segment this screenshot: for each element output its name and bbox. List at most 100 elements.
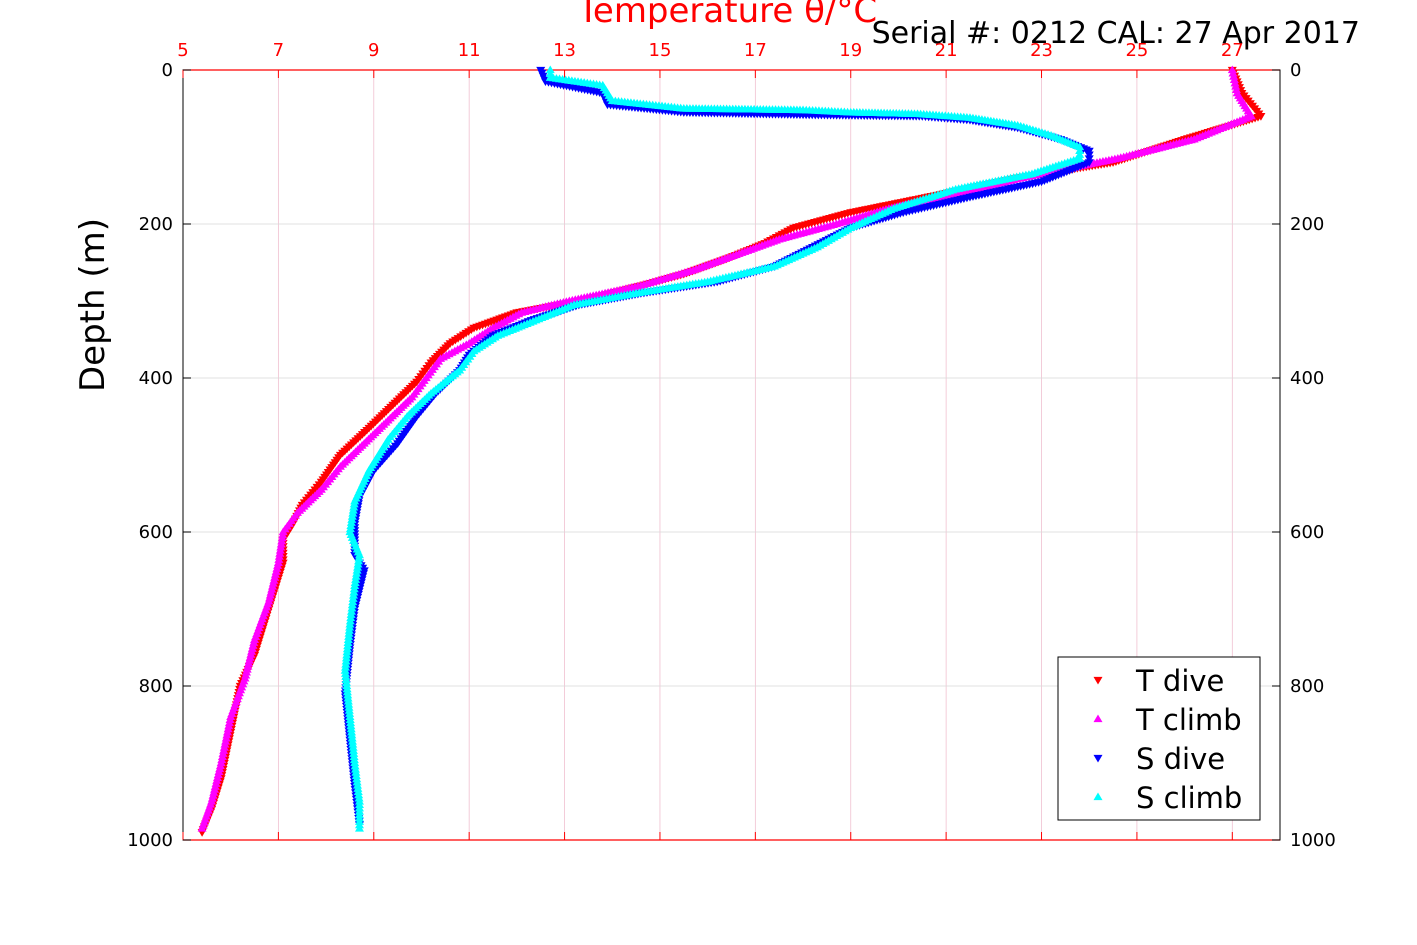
data-point (349, 584, 359, 593)
data-point (278, 530, 288, 539)
data-point (354, 823, 364, 832)
data-point (223, 727, 233, 736)
data-point (347, 512, 357, 520)
legend-label: S dive (1136, 742, 1225, 776)
data-point (350, 578, 360, 586)
data-point (347, 515, 357, 523)
x-tick-label: 21 (935, 40, 958, 61)
data-point (226, 712, 236, 720)
y-tick-label-left: 600 (139, 522, 173, 543)
data-point (349, 591, 359, 599)
legend-label: T dive (1135, 664, 1224, 698)
data-point (1075, 146, 1085, 154)
data-point (221, 736, 231, 745)
data-point (354, 553, 364, 562)
data-point (277, 536, 287, 545)
data-point (353, 562, 363, 571)
legend: T dive T climb S dive S climb (1057, 656, 1261, 821)
data-point (348, 509, 358, 517)
data-point (197, 823, 207, 832)
y-tick-label-left: 800 (139, 676, 173, 697)
legend-label: T climb (1135, 703, 1242, 737)
legend-marker (1093, 714, 1103, 723)
data-point (274, 555, 284, 563)
data-point (347, 600, 357, 609)
data-point (351, 575, 361, 583)
x-tick-label: 23 (1030, 40, 1053, 61)
data-point (545, 65, 555, 74)
data-point (219, 743, 229, 751)
data-point (352, 774, 362, 783)
data-point (353, 784, 363, 792)
data-point (224, 718, 234, 727)
y-tick-label-left: 0 (162, 60, 173, 81)
data-point (1084, 155, 1094, 164)
data-point (1231, 82, 1241, 90)
data-point (1084, 151, 1094, 160)
y-tick-label-right: 1000 (1290, 830, 1336, 851)
x-tick-label: 19 (839, 40, 862, 61)
y-tick-label-left: 1000 (127, 830, 173, 851)
data-point (220, 740, 230, 748)
data-point (224, 721, 234, 730)
data-point (352, 566, 362, 574)
x-tick-label: 13 (553, 40, 576, 61)
data-point (1075, 142, 1085, 151)
data-point (350, 764, 360, 773)
data-point (346, 521, 356, 529)
tick-labels: 5 7 9 11 13 15 17 19 21 23 25 27 0 0 200 200 400 400 600 60… (127, 40, 1336, 851)
data-point (352, 569, 362, 577)
data-point (219, 746, 229, 754)
data-point (225, 715, 235, 724)
legend-box (1057, 656, 1261, 821)
tick-marks (182, 69, 1280, 841)
data-point (352, 780, 362, 789)
x-tick-label: 11 (458, 40, 481, 61)
data-point (217, 755, 227, 764)
data-point (1229, 72, 1239, 80)
data-point (351, 768, 361, 776)
data-point (223, 724, 233, 733)
x-tick-label: 9 (368, 40, 379, 61)
data-point (351, 572, 361, 580)
y-axis-label: Depth (m) (73, 218, 113, 392)
data-point (350, 581, 360, 590)
chart-title: Serial #: 0212 CAL: 27 Apr 2017 (872, 16, 1360, 51)
data-point (1229, 75, 1239, 84)
data-point (345, 524, 355, 533)
data-point (354, 550, 364, 559)
data-point (347, 603, 357, 612)
data-point (348, 594, 358, 602)
data-point (1230, 78, 1240, 87)
data-point (348, 597, 358, 606)
x-tick-label: 7 (273, 40, 284, 61)
x-tick-label: 5 (177, 40, 188, 61)
data-point (277, 533, 287, 542)
data-point (221, 733, 231, 742)
data-point (274, 552, 284, 560)
series-layer (197, 65, 1266, 837)
data-point (217, 752, 227, 760)
y-tick-label-right: 400 (1290, 368, 1324, 389)
data-point (351, 771, 361, 779)
data-point (345, 616, 355, 625)
data-point (1228, 68, 1238, 77)
data-point (354, 556, 364, 565)
data-point (346, 613, 356, 622)
data-point (350, 758, 360, 767)
data-point (349, 499, 359, 508)
data-point (349, 587, 359, 596)
y-tick-label-right: 200 (1290, 214, 1324, 235)
legend-marker (1093, 792, 1103, 801)
data-point (354, 790, 364, 799)
data-point (1084, 147, 1094, 156)
data-point (1231, 85, 1241, 93)
data-point (353, 559, 363, 568)
data-point (348, 505, 358, 514)
x-axis-label: Temperature θ/°C (577, 0, 877, 31)
y-tick-label-right: 800 (1290, 676, 1324, 697)
y-tick-label-left: 200 (139, 214, 173, 235)
x-tick-label: 15 (649, 40, 672, 61)
data-point (222, 730, 232, 739)
